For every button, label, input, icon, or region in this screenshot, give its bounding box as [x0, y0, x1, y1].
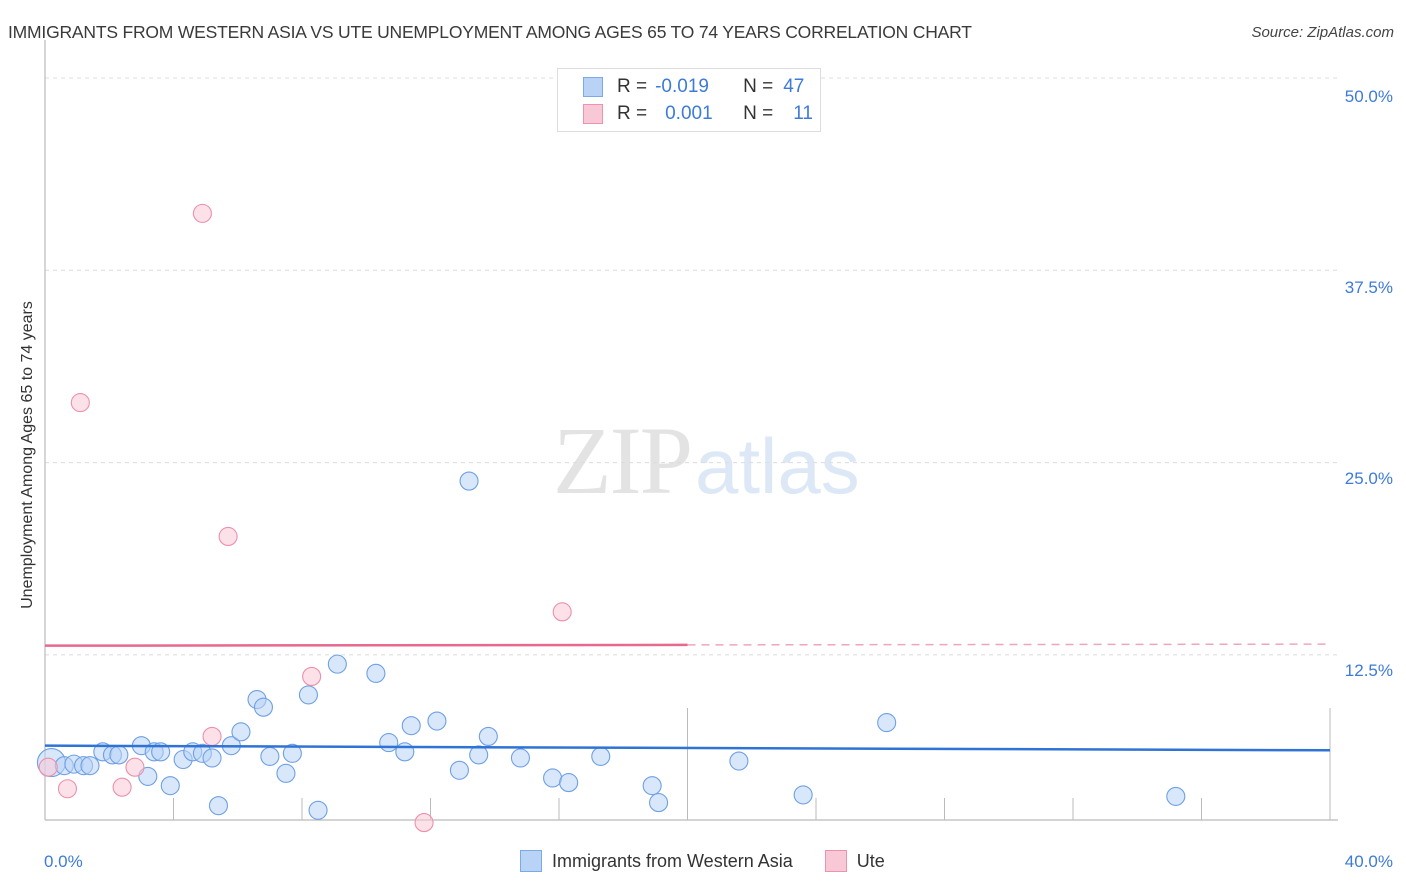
western-asia-point — [395, 742, 415, 762]
ute-point — [202, 726, 222, 746]
legend-item-ute[interactable]: Ute — [824, 850, 885, 872]
n-value: 47 — [783, 76, 805, 97]
ute-point — [302, 666, 322, 686]
r-value: 0.001 — [665, 103, 713, 124]
ute-point — [57, 779, 78, 799]
series-legend: Immigrants from Western Asia Ute — [520, 850, 917, 872]
n-label: N = — [743, 76, 774, 97]
western-asia-point — [327, 654, 347, 674]
legend-label: Ute — [856, 850, 885, 871]
western-asia-point — [160, 776, 180, 796]
legend-row-ute: R = 0.001 N = 11 — [583, 102, 813, 126]
western-asia-point — [282, 743, 302, 763]
western-asia-point — [469, 745, 489, 765]
western-asia-point — [649, 793, 669, 813]
ute-point — [38, 757, 58, 777]
western-asia-point — [642, 776, 662, 796]
western-asia-trend-line — [44, 744, 1331, 752]
western-asia-point — [298, 685, 318, 705]
western-asia-point — [510, 748, 531, 768]
x-tick-0: 0.0% — [44, 852, 83, 871]
western-asia-point — [877, 713, 897, 733]
ute-swatch-icon — [583, 104, 603, 124]
western-asia-swatch-icon — [520, 850, 542, 872]
western-asia-point — [591, 746, 611, 766]
y-tick-25: 25.0% — [1344, 469, 1393, 488]
source-label: Source: ZipAtlas.com — [1251, 24, 1394, 41]
western-asia-point — [559, 773, 579, 793]
y-tick-12-5: 12.5% — [1344, 661, 1393, 680]
western-asia-point — [793, 785, 813, 805]
chart-title: IMMIGRANTS FROM WESTERN ASIA VS UTE UNEM… — [8, 22, 972, 42]
western-asia-point — [260, 746, 280, 766]
western-asia-point — [138, 766, 158, 786]
correlation-legend: R = -0.019 N = 47 R = 0.001 N = 11 — [557, 68, 821, 132]
x-tick-40: 40.0% — [1344, 852, 1393, 871]
western-asia-point — [366, 663, 386, 683]
western-asia-point — [308, 800, 328, 820]
western-asia-point — [253, 697, 274, 717]
western-asia-point — [276, 763, 296, 783]
ute-point — [552, 602, 572, 622]
western-asia-point — [231, 722, 251, 742]
ute-point — [414, 813, 434, 833]
western-asia-point — [449, 760, 469, 780]
western-asia-point — [109, 745, 129, 765]
n-label: N = — [743, 103, 774, 124]
y-axis-label: Unemployment Among Ages 65 to 74 years — [19, 301, 36, 609]
ute-point — [125, 757, 145, 777]
r-value: -0.019 — [655, 76, 709, 97]
western-asia-point — [401, 716, 421, 736]
western-asia-point — [80, 756, 100, 776]
y-tick-37-5: 37.5% — [1344, 278, 1393, 297]
ute-trend-extension — [687, 643, 1331, 646]
y-tick-50: 50.0% — [1344, 87, 1393, 106]
western-asia-point — [729, 751, 749, 771]
r-label: R = — [617, 76, 648, 97]
legend-item-western-asia[interactable]: Immigrants from Western Asia — [520, 850, 793, 872]
ute-point — [192, 203, 212, 223]
r-label: R = — [617, 103, 648, 124]
western-asia-point — [543, 768, 563, 788]
ute-trend-line — [44, 643, 688, 647]
western-asia-point — [427, 711, 447, 731]
legend-row-western-asia: R = -0.019 N = 47 — [583, 75, 804, 99]
western-asia-point — [478, 726, 498, 746]
western-asia-point — [202, 748, 222, 768]
legend-label: Immigrants from Western Asia — [552, 850, 793, 871]
ute-point — [70, 393, 90, 413]
western-asia-point — [379, 733, 399, 753]
n-value: 11 — [793, 103, 813, 124]
western-asia-point — [208, 796, 229, 816]
ute-point — [112, 777, 132, 797]
western-asia-swatch-icon — [583, 77, 603, 97]
ute-swatch-icon — [824, 850, 847, 872]
western-asia-point — [1166, 786, 1186, 806]
western-asia-point — [459, 471, 479, 491]
ute-point — [218, 526, 238, 546]
